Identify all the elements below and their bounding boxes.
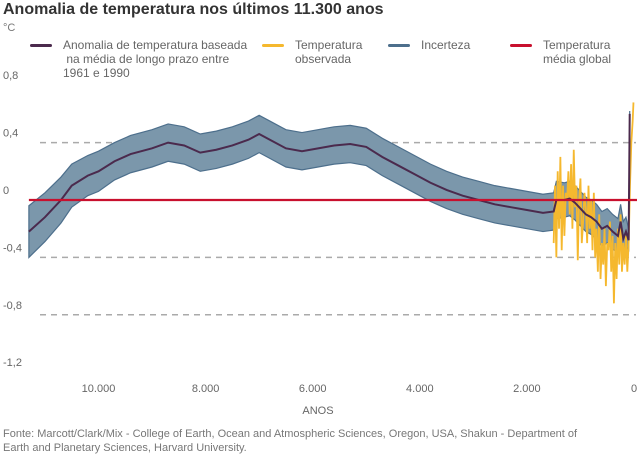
legend-swatch (30, 44, 52, 47)
observed-temperature-line (552, 102, 635, 304)
x-tick-label: 6.000 (299, 383, 327, 395)
legend-label: Temperatura média global (543, 38, 612, 66)
legend-label: Incerteza (421, 38, 471, 52)
x-tick-label: 8.000 (192, 383, 220, 395)
legend-swatch (262, 44, 284, 47)
legend-swatch (388, 44, 410, 47)
y-tick-label: -0,8 (3, 300, 22, 312)
y-tick-label: 0,8 (3, 70, 18, 82)
y-axis-unit: °C (3, 22, 16, 34)
y-tick-label: 0 (3, 185, 9, 197)
x-axis-label: ANOS (302, 405, 333, 417)
y-tick-label: -0,4 (3, 242, 22, 254)
legend-swatch (510, 44, 532, 47)
x-tick-label: 0 (631, 383, 637, 395)
legend-label: Temperatura observada (295, 38, 363, 66)
source-note: Fonte: Marcott/Clark/Mix - College of Ea… (3, 428, 578, 454)
chart-title: Anomalia de temperatura nos últimos 11.3… (3, 1, 384, 18)
x-tick-label: 2.000 (513, 383, 541, 395)
y-tick-label: 0,4 (3, 128, 18, 140)
anomaly-line (28, 113, 631, 243)
x-tick-label: 4.000 (406, 383, 434, 395)
uncertainty-band (28, 111, 631, 259)
y-tick-label: -1,2 (3, 357, 22, 369)
legend-label: Anomalia de temperatura baseada na média… (63, 38, 248, 80)
x-tick-label: 10.000 (82, 383, 116, 395)
